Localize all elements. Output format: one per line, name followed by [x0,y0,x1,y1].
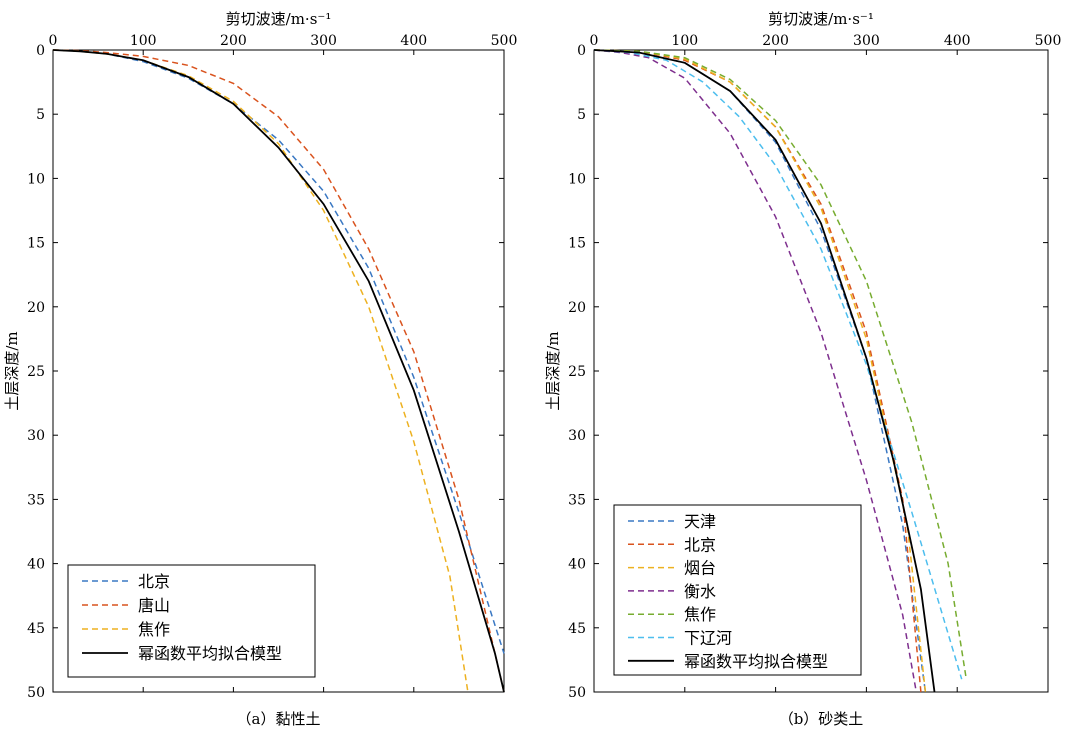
y-tick-label: 50 [568,685,586,701]
y-tick-label: 40 [27,557,45,573]
y-tick-label: 20 [568,300,586,316]
x-tick-label: 0 [49,33,58,49]
x-tick-label: 500 [491,33,518,49]
y-tick-label: 0 [577,43,586,59]
y-tick-label: 35 [27,492,45,508]
x-tick-label: 200 [220,33,247,49]
legend-label: 北京 [684,535,716,554]
y-tick-label: 35 [568,492,586,508]
series-line-5 [593,49,963,680]
legend-label: 烟台 [684,559,716,578]
y-axis-title: 土层深度/m [544,331,562,410]
series-line-6 [593,49,936,693]
y-tick-label: 30 [27,428,45,444]
x-tick-label: 300 [310,33,337,49]
legend-label: 天津 [684,512,716,531]
y-tick-label: 0 [36,43,45,59]
series-line-3 [593,49,918,693]
x-tick-label: 400 [400,33,427,49]
chart-panel-sand: 0 100 200 300 400 500 0 5 10 15 20 25 30 35 40 45 50 剪切波速… [544,10,1061,728]
series-line-1 [52,49,505,693]
y-tick-label: 15 [27,236,45,252]
x-tick-label: 0 [590,33,599,49]
legend-label: 幂函数平均拟合模型 [138,644,282,663]
panel-caption: （b）砂类土 [779,710,864,728]
y-axis-title: 土层深度/m [3,331,21,410]
legend-label: 衡水 [684,582,716,601]
legend-label: 唐山 [138,596,170,615]
y-tick-label: 25 [27,364,45,380]
x-tick-label: 200 [762,33,789,49]
y-tick-label: 5 [577,107,586,123]
series-line-4 [593,49,968,680]
legend-box [67,564,316,678]
legend-label: 焦作 [138,620,170,639]
x-tick-label: 500 [1035,33,1062,49]
y-tick-label: 50 [27,685,45,701]
y-tick-label: 5 [36,107,45,123]
legend-label: 下辽河 [684,629,732,648]
x-axis-title: 剪切波速/m·s⁻¹ [226,10,332,28]
x-tick-label: 300 [853,33,880,49]
y-tick-label: 10 [27,171,45,187]
legend-label: 北京 [138,572,170,591]
x-tick-label: 100 [130,33,157,49]
y-tick-label: 25 [568,364,586,380]
series-line-0 [52,49,505,654]
x-tick-label: 100 [671,33,698,49]
legend-label: 幂函数平均拟合模型 [684,652,828,671]
x-tick-label: 400 [944,33,971,49]
legend-box [613,504,862,676]
x-axis-title: 剪切波速/m·s⁻¹ [768,10,874,28]
y-tick-label: 45 [27,621,45,637]
chart-panel-clay: 0 100 200 300 400 500 0 5 10 15 20 25 30 35 40 45 50 剪切波速… [3,10,517,728]
y-tick-label: 10 [568,171,586,187]
panel-caption: （a）黏性土 [237,710,321,728]
y-tick-label: 40 [568,557,586,573]
y-tick-label: 20 [27,300,45,316]
legend-label: 焦作 [684,605,716,624]
y-tick-label: 15 [568,236,586,252]
y-tick-label: 45 [568,621,586,637]
y-tick-label: 30 [568,428,586,444]
series-line-2 [52,49,469,693]
series-line-3 [52,49,505,693]
